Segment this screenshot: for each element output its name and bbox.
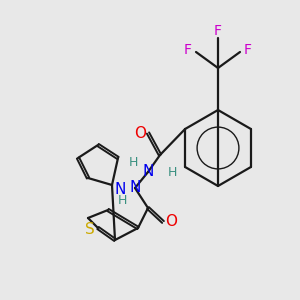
Text: F: F [214,24,222,38]
Text: O: O [165,214,177,230]
Text: N: N [129,181,141,196]
Text: H: H [117,194,127,206]
Text: N: N [142,164,154,179]
Text: F: F [244,43,252,57]
Text: H: H [128,155,138,169]
Text: O: O [134,125,146,140]
Text: S: S [85,223,95,238]
Text: H: H [167,166,177,178]
Text: N: N [114,182,126,197]
Text: F: F [184,43,192,57]
